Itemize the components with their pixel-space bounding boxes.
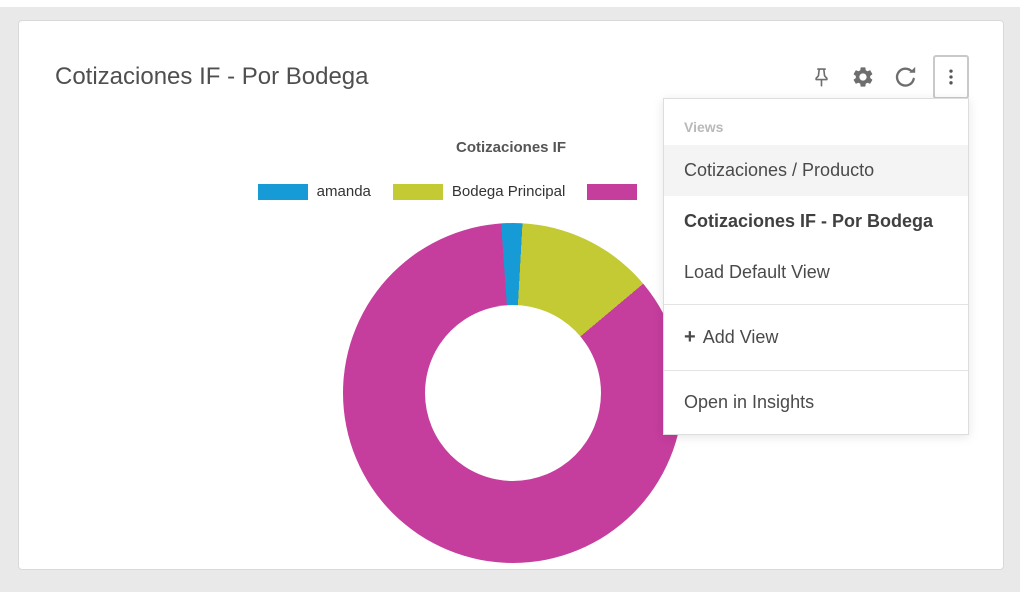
donut-chart-area <box>343 223 683 563</box>
page-top-strip <box>0 0 1020 7</box>
legend-item-bodega-principal[interactable]: Bodega Principal <box>392 183 566 200</box>
menu-item-load-default-view[interactable]: Load Default View <box>684 262 830 282</box>
menu-divider <box>664 370 968 371</box>
widget-toolbar <box>807 55 969 99</box>
widget-card: Cotizaciones IF - Por Bodega <box>18 20 1004 570</box>
legend-item-amanda[interactable]: amanda <box>257 183 371 200</box>
donut-hole <box>425 305 601 481</box>
refresh-button[interactable] <box>891 63 919 91</box>
add-view-label: Add View <box>702 327 779 347</box>
refresh-icon <box>892 64 919 91</box>
menu-section-label: Views <box>684 119 724 135</box>
settings-button[interactable] <box>849 63 877 91</box>
legend-swatch-magenta <box>587 183 638 200</box>
legend-swatch-blue <box>257 183 308 200</box>
chart-legend: amanda Bodega Principal <box>19 183 1003 200</box>
legend-label: Bodega Principal <box>451 183 566 200</box>
menu-item-add-view[interactable]: + Add View <box>664 311 968 364</box>
menu-item-cotizaciones-producto[interactable]: Cotizaciones / Producto <box>664 145 968 196</box>
menu-item-open-in-insights[interactable]: Open in Insights <box>684 392 815 412</box>
menu-item-cotizaciones-if-por-bodega[interactable]: Cotizaciones IF - Por Bodega <box>684 211 934 231</box>
legend-label: amanda <box>316 183 371 200</box>
more-options-button[interactable] <box>933 55 969 99</box>
legend-swatch-yellow <box>392 183 443 200</box>
views-dropdown-menu: Views Cotizaciones / Producto Cotizacion… <box>663 98 969 435</box>
plus-icon: + <box>684 326 696 348</box>
kebab-icon <box>941 67 961 87</box>
widget-title: Cotizaciones IF - Por Bodega <box>55 63 369 90</box>
legend-item-hidden[interactable] <box>587 183 764 200</box>
menu-divider <box>664 304 968 305</box>
chart-title: Cotizaciones IF <box>455 139 567 156</box>
pin-button[interactable] <box>807 63 835 91</box>
gear-icon <box>851 65 875 89</box>
pin-icon <box>810 66 833 89</box>
